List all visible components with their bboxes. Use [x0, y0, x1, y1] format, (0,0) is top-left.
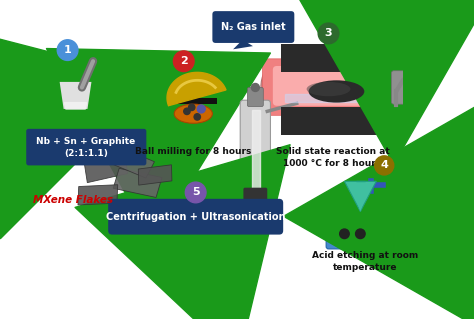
- Polygon shape: [78, 185, 118, 205]
- FancyBboxPatch shape: [244, 188, 267, 207]
- FancyBboxPatch shape: [212, 11, 294, 43]
- Circle shape: [189, 104, 195, 111]
- FancyBboxPatch shape: [108, 199, 283, 234]
- FancyBboxPatch shape: [273, 66, 396, 106]
- Circle shape: [251, 84, 259, 92]
- Polygon shape: [113, 168, 162, 197]
- FancyBboxPatch shape: [281, 108, 392, 135]
- FancyBboxPatch shape: [326, 209, 392, 249]
- Text: Solid state reaction at
1000 °C for 8 hours: Solid state reaction at 1000 °C for 8 ho…: [275, 147, 389, 168]
- Text: 4: 4: [380, 160, 388, 170]
- Polygon shape: [355, 196, 366, 211]
- Polygon shape: [167, 72, 226, 106]
- Text: 2: 2: [180, 56, 188, 66]
- FancyBboxPatch shape: [281, 44, 392, 71]
- Text: Nb + Sn + Graphite
(2:1:1.1): Nb + Sn + Graphite (2:1:1.1): [36, 137, 136, 158]
- Circle shape: [194, 114, 201, 120]
- Circle shape: [173, 51, 194, 71]
- Polygon shape: [168, 100, 219, 131]
- Circle shape: [374, 156, 394, 175]
- Text: Ball milling for 8 hours: Ball milling for 8 hours: [135, 147, 252, 156]
- Polygon shape: [60, 82, 91, 109]
- Circle shape: [356, 229, 365, 239]
- Circle shape: [185, 182, 206, 203]
- Polygon shape: [345, 181, 376, 211]
- Text: MXene Flakes: MXene Flakes: [33, 196, 113, 205]
- Polygon shape: [64, 103, 87, 109]
- FancyBboxPatch shape: [392, 71, 406, 104]
- Text: 1: 1: [64, 45, 72, 55]
- Text: 5: 5: [192, 188, 200, 197]
- Text: N₂ Gas inlet: N₂ Gas inlet: [220, 22, 285, 32]
- Polygon shape: [113, 148, 155, 178]
- Ellipse shape: [261, 66, 285, 109]
- Polygon shape: [252, 110, 260, 191]
- Polygon shape: [138, 165, 172, 185]
- Polygon shape: [233, 40, 253, 49]
- Polygon shape: [53, 77, 98, 114]
- Ellipse shape: [309, 80, 365, 103]
- Circle shape: [340, 229, 349, 239]
- Text: 3: 3: [325, 28, 332, 38]
- Circle shape: [57, 40, 78, 60]
- FancyBboxPatch shape: [169, 98, 217, 104]
- Ellipse shape: [307, 82, 350, 96]
- Circle shape: [197, 105, 205, 113]
- Ellipse shape: [174, 104, 212, 123]
- FancyBboxPatch shape: [240, 100, 271, 210]
- Text: Centrifugation + Ultrasonication: Centrifugation + Ultrasonication: [106, 212, 285, 222]
- Text: Acid etching at room
temperature: Acid etching at room temperature: [312, 251, 418, 272]
- Polygon shape: [84, 151, 128, 183]
- Circle shape: [184, 108, 190, 115]
- Polygon shape: [285, 94, 388, 102]
- Circle shape: [318, 23, 339, 44]
- FancyBboxPatch shape: [26, 129, 146, 166]
- FancyBboxPatch shape: [247, 87, 263, 107]
- FancyBboxPatch shape: [263, 59, 407, 115]
